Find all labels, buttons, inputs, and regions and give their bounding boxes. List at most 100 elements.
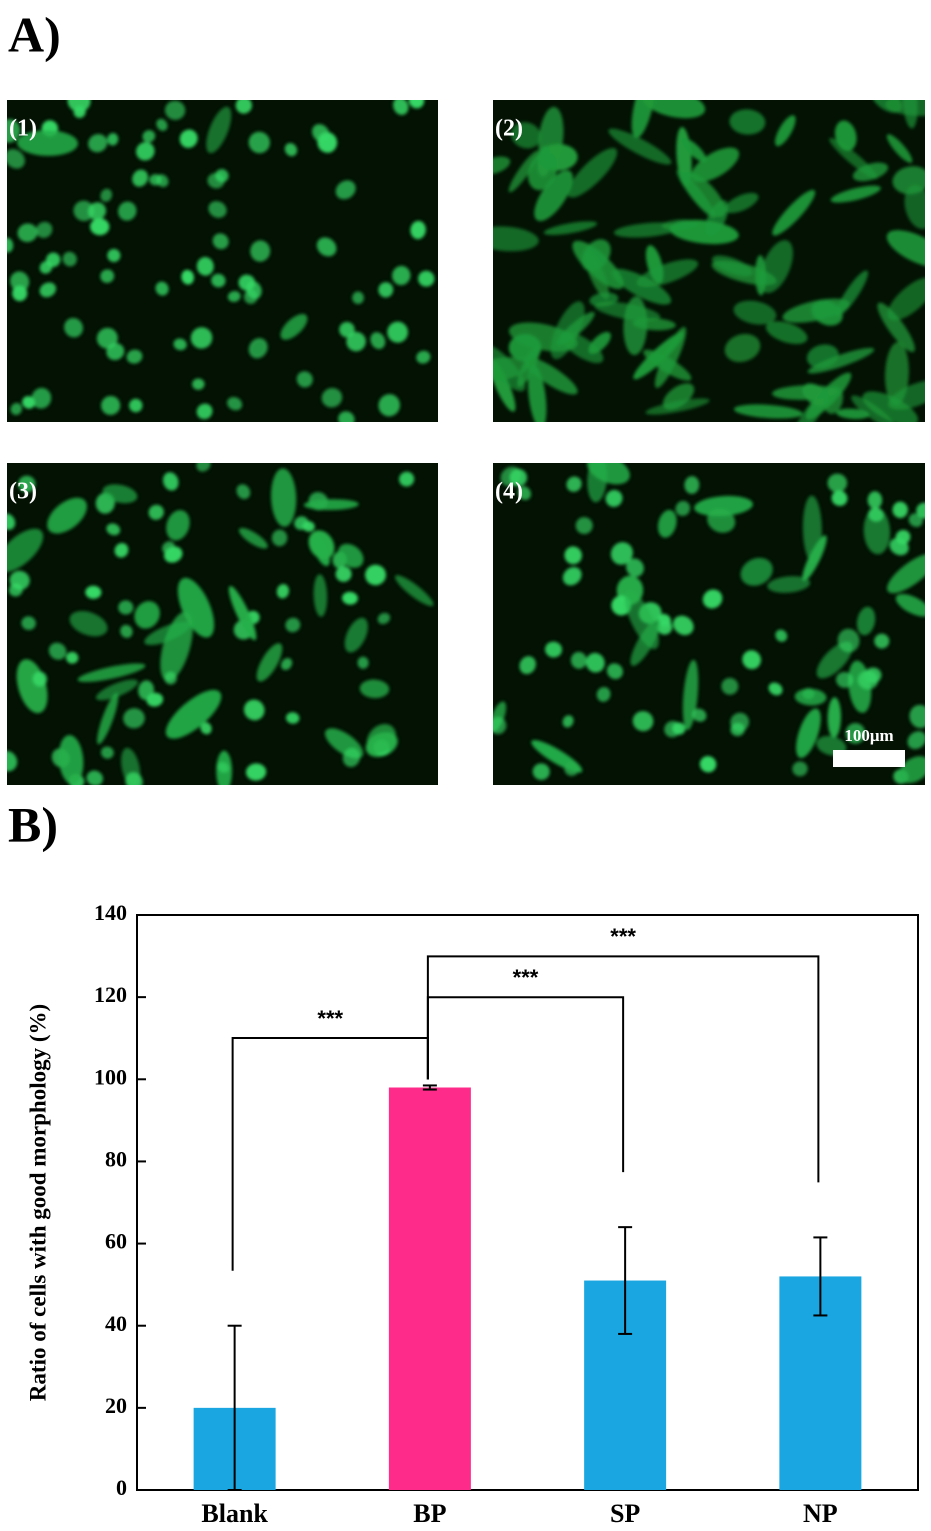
cell — [581, 239, 611, 272]
cell — [802, 383, 829, 407]
cell — [179, 129, 198, 148]
cells — [7, 100, 435, 422]
cell — [62, 251, 77, 267]
micrograph — [493, 100, 925, 422]
cell — [606, 663, 623, 680]
cell — [211, 273, 226, 288]
cell — [707, 508, 736, 533]
cell — [377, 612, 391, 625]
cell — [508, 333, 542, 362]
y-tick-label: 20 — [105, 1393, 127, 1418]
y-tick-label: 60 — [105, 1229, 127, 1254]
cell — [895, 593, 925, 617]
cell — [173, 338, 187, 351]
cell — [887, 277, 925, 321]
cell — [885, 100, 925, 116]
cell — [898, 756, 925, 784]
cell — [7, 513, 16, 530]
cell — [765, 321, 808, 345]
cell — [196, 256, 214, 276]
cell — [39, 261, 53, 274]
cell — [87, 202, 107, 221]
cell — [342, 591, 358, 605]
cell — [493, 357, 529, 381]
cell — [807, 347, 875, 374]
cell — [645, 398, 710, 415]
cell — [243, 289, 258, 305]
cell — [7, 528, 44, 573]
cell — [190, 327, 213, 349]
cell — [64, 317, 84, 338]
cell — [155, 281, 169, 296]
cells — [493, 463, 925, 784]
cell — [543, 221, 598, 235]
cell — [612, 268, 672, 305]
cell — [144, 621, 191, 646]
cell — [545, 641, 563, 658]
panel-label: A) — [8, 6, 61, 62]
cell — [508, 150, 539, 193]
cell — [418, 270, 435, 287]
cell — [342, 747, 361, 768]
cell — [196, 403, 213, 420]
cell — [32, 671, 48, 687]
cell — [129, 398, 143, 413]
cell — [511, 122, 541, 149]
y-axis-label: Ratio of cells with good morphology (%) — [25, 1004, 50, 1401]
cell — [346, 331, 366, 352]
cell — [794, 688, 827, 706]
x-tick-label: SP — [610, 1499, 640, 1528]
cell — [575, 517, 593, 535]
cell — [271, 468, 297, 527]
cell — [585, 652, 605, 673]
cell — [311, 533, 330, 567]
cell — [217, 762, 230, 773]
cell — [10, 271, 30, 292]
cell — [142, 130, 156, 143]
x-tick-label: Blank — [201, 1499, 268, 1528]
cell — [73, 200, 95, 222]
cell — [312, 124, 330, 143]
y-tick-label: 140 — [94, 900, 127, 925]
cell — [907, 731, 925, 750]
cell — [534, 170, 573, 222]
cell — [657, 613, 671, 627]
cell — [335, 566, 352, 582]
cells — [7, 463, 434, 785]
micrograph — [7, 463, 438, 785]
cell — [630, 618, 661, 666]
cell — [862, 391, 919, 422]
cell — [208, 201, 227, 218]
cell — [711, 260, 777, 286]
significance-bracket — [426, 955, 820, 1183]
cell — [567, 148, 618, 198]
cell — [280, 658, 293, 670]
cell — [88, 134, 108, 153]
cell — [39, 282, 57, 298]
cell — [248, 338, 268, 359]
cell — [702, 589, 723, 609]
cell — [335, 180, 356, 200]
cell — [729, 109, 766, 135]
y-tick-label: 40 — [105, 1311, 127, 1336]
cell — [162, 472, 179, 491]
cell — [85, 585, 102, 599]
cell — [21, 616, 36, 630]
cell — [7, 237, 14, 253]
cell — [321, 387, 343, 408]
cell — [8, 583, 23, 597]
cell — [123, 708, 145, 729]
cell — [675, 500, 691, 517]
cell — [302, 521, 315, 532]
cell — [829, 137, 878, 179]
cell — [684, 476, 700, 494]
cell — [740, 557, 773, 586]
cell — [830, 185, 881, 203]
cell — [100, 188, 113, 202]
cell — [856, 606, 876, 636]
cell — [359, 679, 390, 699]
cell — [67, 100, 91, 112]
cell — [276, 584, 290, 599]
cell — [7, 148, 25, 169]
